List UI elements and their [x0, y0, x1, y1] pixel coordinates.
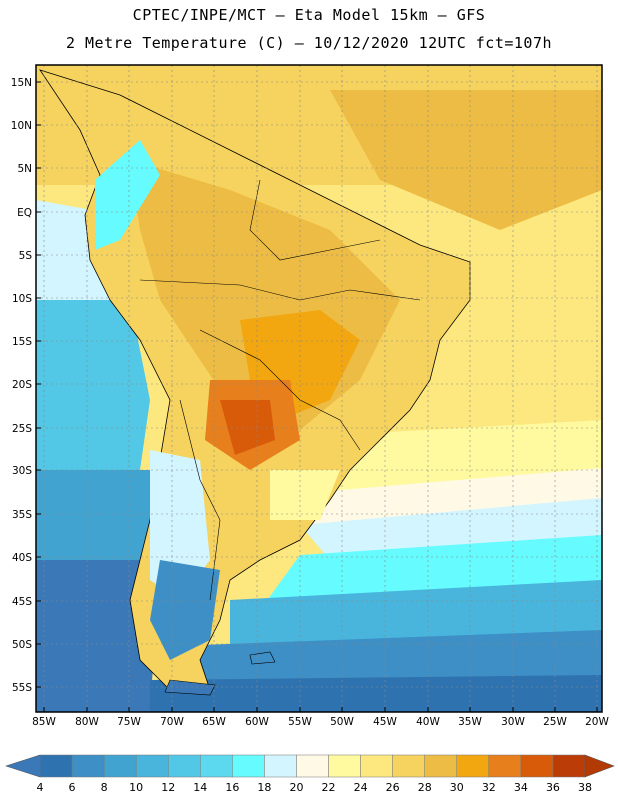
- colorbar-segment: [488, 754, 522, 778]
- colorbar-segment: [456, 754, 490, 778]
- lon-label: 60W: [245, 716, 269, 728]
- hot-zone-36: [220, 400, 275, 455]
- colorbar-segment: [296, 754, 329, 778]
- lat-label: 10N: [11, 120, 32, 132]
- map-frame: [35, 64, 603, 713]
- colorbar-label: 20: [289, 781, 303, 794]
- map-title-line-2: 2 Metre Temperature (C) – 10/12/2020 12U…: [65, 34, 553, 52]
- colorbar-segment: [424, 754, 458, 778]
- pacific-polar-band: [36, 560, 160, 712]
- atlantic-band-6: [150, 675, 602, 712]
- lat-label: 15S: [12, 336, 32, 348]
- colorbar-label: 38: [578, 781, 592, 794]
- lon-label: 70W: [160, 716, 184, 728]
- colorbar-label: 18: [257, 781, 271, 794]
- lon-label: 75W: [117, 716, 141, 728]
- colorbar-label: 34: [514, 781, 528, 794]
- lat-label: 5N: [17, 163, 32, 175]
- colorbar-segment: [264, 754, 297, 778]
- lon-label: 35W: [458, 716, 482, 728]
- colorbar-segment: [360, 754, 393, 778]
- falkland-islands: [249, 651, 276, 665]
- longitude-labels: 85W 80W 75W 70W 65W 60W 55W 50W 45W 40W 35W 30W 25W 2…: [32, 707, 609, 728]
- colorbar-under-arrow: [5, 754, 41, 778]
- lat-label: 50S: [12, 639, 32, 651]
- lat-label: 35S: [12, 509, 32, 521]
- colorbar-segment: [103, 754, 137, 778]
- lat-label: 10S: [12, 293, 32, 305]
- lon-label: 20W: [585, 716, 609, 728]
- tierra-del-fuego: [164, 679, 216, 696]
- lon-label: 85W: [32, 716, 56, 728]
- map-title-line-1: CPTEC/INPE/MCT – Eta Model 15km – GFS: [132, 6, 486, 24]
- lat-label: 55S: [12, 682, 32, 694]
- colorbar-label: 16: [225, 781, 239, 794]
- graticule: [36, 65, 602, 712]
- colorbar-label: 22: [322, 781, 336, 794]
- patagonia-cold-zone: [150, 560, 220, 660]
- colorbar-label: 30: [450, 781, 464, 794]
- border-line: [249, 179, 381, 261]
- colorbar-label: 10: [129, 781, 143, 794]
- lat-label: 45S: [12, 596, 32, 608]
- colorbar-segment: [552, 754, 586, 778]
- lon-label: 30W: [501, 716, 525, 728]
- colorbar-segment: [520, 754, 554, 778]
- lon-label: 40W: [416, 716, 440, 728]
- colorbar-over-arrow: [584, 754, 615, 778]
- colorbar-segment: [328, 754, 361, 778]
- south-brazil-mild-zone: [270, 470, 340, 520]
- colorbar-label: 8: [101, 781, 108, 794]
- colorbar-label: 36: [546, 781, 560, 794]
- atlantic-band-22: [280, 468, 602, 530]
- colorbar-label: 32: [482, 781, 496, 794]
- pacific-south-band: [36, 470, 160, 560]
- lon-label: 45W: [373, 716, 397, 728]
- colorbar-label: 14: [193, 781, 207, 794]
- lat-label: 20S: [12, 379, 32, 391]
- colorbar-label: 24: [354, 781, 368, 794]
- lat-label: EQ: [17, 207, 32, 219]
- lon-label: 80W: [75, 716, 99, 728]
- map-field: [36, 65, 602, 712]
- colorbar-segment: [135, 754, 169, 778]
- pacific-mid-band: [36, 300, 150, 470]
- colorbar-segment: [71, 754, 105, 778]
- colorbar-label: 4: [37, 781, 44, 794]
- colorbar-label: 12: [161, 781, 175, 794]
- colorbar-segment: [232, 754, 265, 778]
- colorbar-label: 28: [418, 781, 432, 794]
- lat-label: 30S: [12, 465, 32, 477]
- atlantic-band-14: [230, 580, 602, 650]
- latitude-labels: 15N 10N 5N EQ 5S 10S 15S 20S 25S 30S 35S 40S 45S 50S 5…: [11, 77, 41, 694]
- lat-label: 40S: [12, 552, 32, 564]
- colorbar-segment: [39, 754, 73, 778]
- lon-label: 25W: [543, 716, 567, 728]
- lon-label: 65W: [202, 716, 226, 728]
- colorbar-label: 26: [386, 781, 400, 794]
- northern-andes-cool-zone: [95, 140, 160, 250]
- lat-label: 5S: [19, 250, 33, 262]
- lon-label: 55W: [288, 716, 312, 728]
- colorbar-segment: [392, 754, 425, 778]
- colorbar-segment: [167, 754, 201, 778]
- lon-label: 50W: [330, 716, 354, 728]
- colorbar: 4 6 8 10 12 14 16 18 20 22 24 26 28 30 32 34 36 38: [5, 754, 615, 794]
- colorbar-segment: [200, 754, 233, 778]
- lat-label: 25S: [12, 423, 32, 435]
- lat-label: 15N: [11, 77, 32, 89]
- colorbar-label: 6: [69, 781, 76, 794]
- border-line: [179, 399, 221, 601]
